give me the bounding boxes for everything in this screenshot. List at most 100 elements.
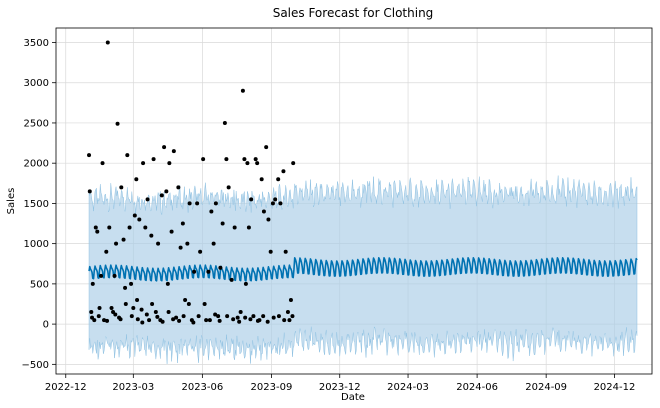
- observed-point: [135, 317, 140, 322]
- y-tick-label: 2500: [24, 118, 49, 129]
- observed-point: [191, 320, 196, 325]
- observed-point: [143, 225, 148, 230]
- y-tick-label: 2000: [24, 159, 49, 170]
- forecast-line: [88, 256, 638, 282]
- observed-point: [107, 225, 112, 230]
- observed-point: [181, 314, 186, 319]
- observed-point: [198, 249, 203, 254]
- chart-title: Sales Forecast for Clothing: [273, 6, 434, 20]
- observed-point: [196, 314, 201, 319]
- observed-point: [171, 317, 176, 322]
- observed-point: [213, 201, 218, 206]
- observed-point: [268, 249, 273, 254]
- observed-point: [204, 318, 209, 323]
- observed-point: [255, 318, 260, 323]
- observed-point: [201, 157, 206, 162]
- x-axis-label: Date: [341, 392, 365, 403]
- observed-point: [145, 197, 150, 202]
- observed-point: [270, 201, 275, 206]
- observed-point: [225, 314, 230, 319]
- observed-point: [167, 161, 172, 166]
- observed-point: [287, 318, 292, 323]
- x-tick-label: 2024-06: [456, 382, 498, 393]
- observed-point: [90, 315, 95, 320]
- observed-point: [249, 197, 254, 202]
- observed-point: [132, 213, 137, 218]
- y-axis-ticks: −500 0 500 1000 1500 2000 2500 3000 3500: [22, 38, 56, 371]
- y-tick-label: −500: [22, 360, 49, 371]
- observed-point: [276, 314, 281, 319]
- observed-point: [266, 217, 271, 222]
- observed-point: [147, 318, 152, 323]
- observed-point: [129, 281, 134, 286]
- observed-point: [232, 225, 237, 230]
- observed-point: [123, 285, 128, 290]
- observed-point: [207, 318, 212, 323]
- observed-point: [282, 318, 287, 323]
- observed-point: [121, 237, 126, 242]
- observed-point: [162, 145, 167, 150]
- observed-point: [273, 197, 278, 202]
- y-tick-label: 0: [43, 320, 49, 331]
- observed-point: [87, 189, 92, 194]
- observed-point: [135, 297, 140, 302]
- observed-point: [153, 310, 158, 315]
- observed-points: [87, 40, 296, 325]
- observed-point: [99, 273, 104, 278]
- observed-point: [156, 241, 161, 246]
- observed-point: [159, 193, 164, 198]
- observed-point: [261, 314, 266, 319]
- observed-point: [114, 241, 119, 246]
- observed-point: [115, 121, 120, 126]
- x-tick-label: 2023-03: [112, 382, 154, 393]
- x-tick-label: 2023-09: [251, 382, 293, 393]
- forecast-line-path: [88, 256, 638, 282]
- observed-point: [150, 301, 155, 306]
- observed-point: [242, 157, 247, 162]
- observed-point: [95, 229, 100, 234]
- observed-point: [183, 297, 188, 302]
- observed-point: [177, 318, 182, 323]
- x-axis-ticks: 2022-12 2023-03 2023-06 2023-09 2023-12 2024-…: [45, 374, 635, 393]
- observed-point: [264, 145, 269, 150]
- observed-point: [89, 310, 94, 315]
- observed-point: [245, 161, 250, 166]
- observed-point: [281, 169, 286, 174]
- observed-point: [271, 315, 276, 320]
- observed-point: [265, 319, 270, 324]
- observed-point: [160, 319, 165, 324]
- observed-point: [231, 317, 236, 322]
- observed-point: [105, 40, 110, 45]
- observed-point: [137, 217, 142, 222]
- observed-point: [104, 249, 109, 254]
- observed-point: [255, 161, 260, 166]
- observed-point: [248, 317, 253, 322]
- observed-point: [105, 318, 110, 323]
- observed-point: [253, 157, 258, 162]
- plot-frame: [55, 27, 653, 375]
- observed-point: [174, 315, 179, 320]
- observed-point: [100, 161, 105, 166]
- observed-point: [144, 312, 149, 317]
- observed-point: [240, 88, 245, 93]
- observed-point: [276, 177, 281, 182]
- observed-point: [278, 201, 283, 206]
- observed-point: [171, 149, 176, 154]
- y-tick-label: 1000: [24, 239, 49, 250]
- observed-point: [290, 314, 295, 319]
- observed-point: [178, 245, 183, 250]
- observed-point: [213, 312, 218, 317]
- observed-point: [134, 177, 139, 182]
- observed-point: [237, 319, 242, 324]
- observed-point: [222, 120, 227, 125]
- observed-point: [119, 185, 124, 190]
- observed-point: [112, 273, 117, 278]
- observed-point: [109, 306, 114, 311]
- observed-point: [151, 157, 156, 162]
- observed-point: [246, 225, 251, 230]
- observed-point: [141, 161, 146, 166]
- y-axis-label: Sales: [6, 188, 17, 215]
- observed-point: [235, 315, 240, 320]
- observed-point: [288, 297, 293, 302]
